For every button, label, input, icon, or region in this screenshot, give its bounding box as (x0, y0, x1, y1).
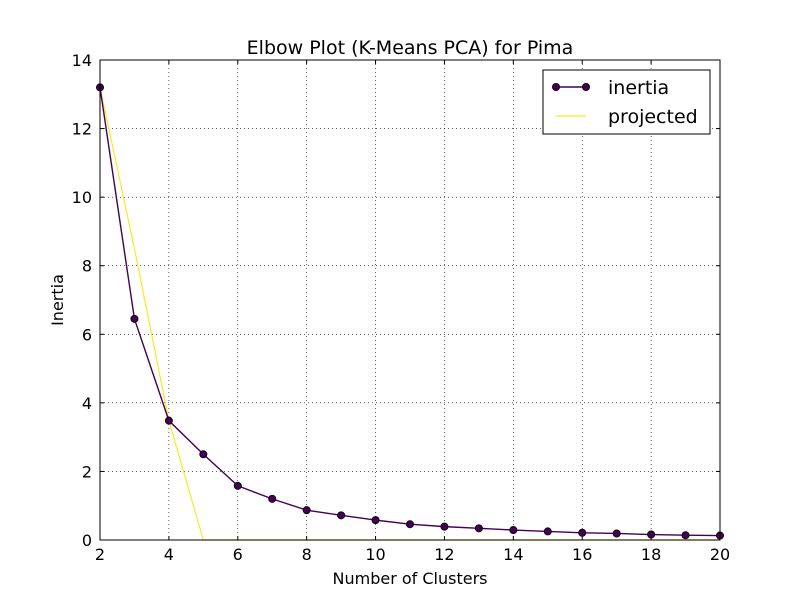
legend: inertia projected (542, 69, 711, 135)
legend-label-projected: projected (608, 106, 698, 128)
data-point-inertia (543, 527, 552, 536)
data-point-inertia (268, 494, 277, 503)
data-point-inertia (199, 450, 208, 459)
data-point-inertia (302, 506, 311, 515)
x-tick-label: 18 (641, 545, 661, 564)
x-tick-label: 14 (503, 545, 523, 564)
y-axis-label: Inertia (48, 274, 67, 326)
x-tick-label: 6 (233, 545, 243, 564)
legend-label-inertia: inertia (608, 77, 669, 99)
x-tick-label: 20 (710, 545, 730, 564)
y-tick-label: 0 (82, 531, 92, 550)
data-point-inertia (509, 526, 518, 535)
y-tick-label: 6 (82, 325, 92, 344)
x-tick-label: 16 (572, 545, 592, 564)
y-tick-label: 12 (72, 120, 92, 139)
data-point-inertia (233, 481, 242, 490)
y-tick-label: 4 (82, 394, 92, 413)
data-point-inertia (405, 520, 414, 529)
y-tick-label: 2 (82, 462, 92, 481)
chart-title: Elbow Plot (K-Means PCA) for Pima (247, 37, 574, 59)
y-tick-label: 8 (82, 257, 92, 276)
x-tick-label: 8 (302, 545, 312, 564)
data-point-inertia (337, 511, 346, 520)
x-tick-label: 2 (95, 545, 105, 564)
plot-frame (99, 59, 721, 541)
x-tick-label: 12 (434, 545, 454, 564)
y-tick-label: 10 (72, 188, 92, 207)
legend-marker-inertia (582, 83, 591, 92)
y-tick-label: 14 (72, 51, 92, 70)
data-point-inertia (371, 516, 380, 525)
data-point-inertia (130, 314, 139, 323)
data-point-inertia (681, 531, 690, 540)
data-point-inertia (164, 416, 173, 425)
x-axis-label: Number of Clusters (333, 569, 488, 588)
legend-box (542, 69, 711, 135)
x-tick-label: 4 (164, 545, 174, 564)
x-tick-label: 10 (365, 545, 385, 564)
data-point-inertia (440, 522, 449, 531)
data-point-inertia (474, 524, 483, 533)
legend-marker-inertia (552, 83, 561, 92)
data-point-inertia (612, 529, 621, 538)
data-point-inertia (578, 528, 587, 537)
